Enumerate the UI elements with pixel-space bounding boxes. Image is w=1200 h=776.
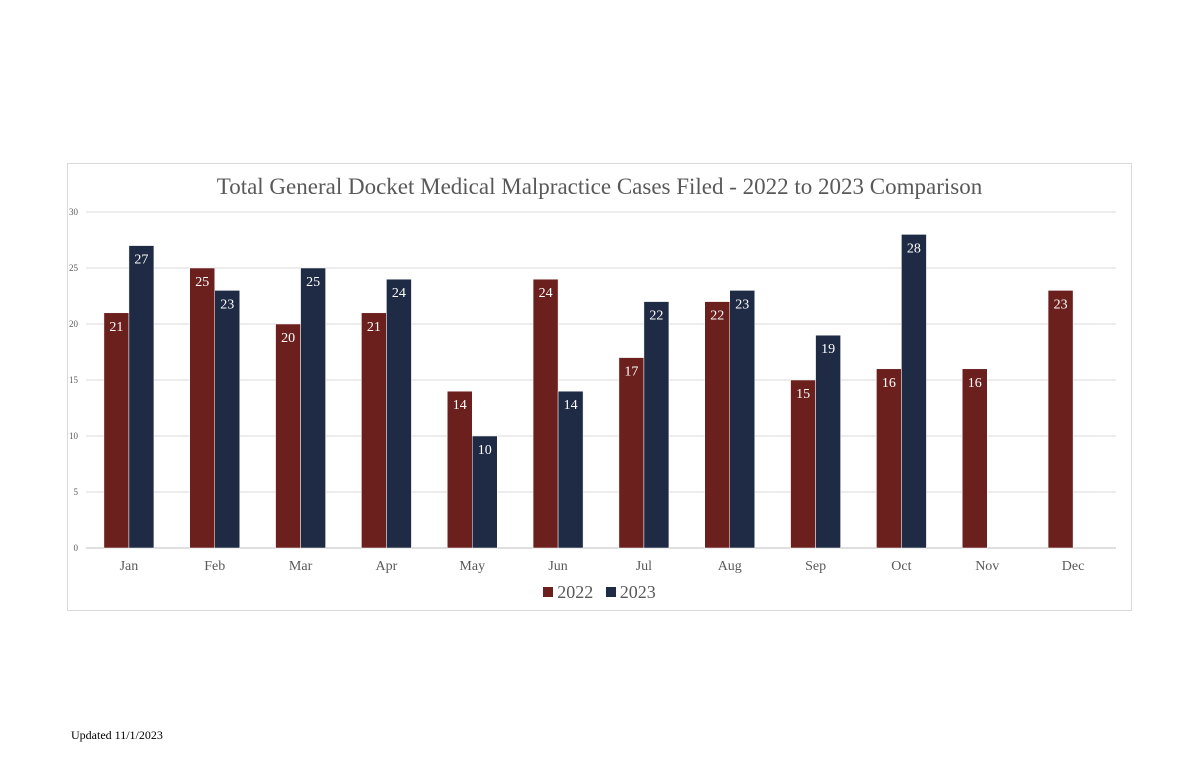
bar-2022-may [447,390,473,549]
updated-note: Updated 11/1/2023 [71,728,163,742]
data-label-2022-feb: 25 [195,275,209,290]
bar-2022-dec [1047,290,1074,549]
data-label-2023-sep: 19 [821,342,835,357]
bar-2023-may [472,435,498,549]
y-tick-label: 30 [69,207,79,217]
data-label-2023-oct: 28 [907,241,921,256]
bar-2022-jan [103,312,130,549]
x-tick-label: Jan [120,559,139,574]
bar-2023-sep [815,334,841,549]
bar-2022-feb [189,267,215,549]
data-label-2023-apr: 24 [392,286,406,301]
bar-2022-aug [704,301,730,549]
x-tick-label: Dec [1062,559,1085,574]
y-tick-label: 25 [69,263,79,273]
y-tick-label: 0 [74,543,79,553]
data-label-2023-jun: 14 [564,398,578,413]
bar-2022-sep [790,379,816,549]
bar-2022-mar [275,323,301,549]
x-tick-label: Mar [289,559,313,574]
chart-container: Total General Docket Medical Malpractice… [67,163,1132,611]
data-label-2022-dec: 23 [1054,297,1068,312]
chart-title: Total General Docket Medical Malpractice… [216,174,983,199]
bar-2023-apr [386,278,412,549]
bar-2023-mar [300,267,326,549]
bar-2023-feb [214,290,240,549]
chart-legend: 2022 2023 [68,582,1131,603]
legend-swatch-2022 [543,587,554,597]
data-label-2022-aug: 22 [710,309,724,324]
bar-2022-jul [618,357,645,549]
y-tick-label: 10 [69,431,79,441]
x-tick-label: Jul [636,559,652,574]
legend-label-2023: 2023 [619,582,656,602]
data-label-2022-sep: 15 [796,387,810,402]
chart-plot: 0 5 10 15 20 25 30 21 27 Jan 25 23 Feb 20 25 Mar 21 24 Apr… [69,207,1116,574]
data-label-2022-oct: 16 [882,376,896,391]
legend-swatch-2023 [605,587,616,597]
x-tick-label: Jun [548,559,567,574]
data-label-2022-apr: 21 [367,320,381,335]
data-label-2023-aug: 23 [735,297,749,312]
bar-2023-jun [557,390,584,549]
x-tick-label: Sep [805,559,826,574]
data-label-2023-may: 10 [478,443,492,458]
legend-item-2023: 2023 [605,582,656,603]
bar-2022-oct [876,368,902,549]
legend-label-2022: 2022 [557,582,594,602]
data-label-2023-mar: 25 [306,275,320,290]
bar-2023-aug [729,290,755,549]
x-tick-label: Feb [204,559,225,574]
data-label-2022-may: 14 [453,398,467,413]
data-label-2022-nov: 16 [968,376,982,391]
bar-2022-jun [532,278,559,549]
x-tick-label: Apr [376,559,398,574]
bar-2022-apr [361,312,387,549]
y-tick-label: 20 [69,319,79,329]
legend-item-2022: 2022 [543,582,593,603]
data-label-2023-jan: 27 [134,253,148,268]
data-label-2022-jun: 24 [539,286,553,301]
bar-2023-oct [901,234,927,549]
x-tick-label: Aug [718,559,742,574]
y-tick-label: 5 [74,487,79,497]
data-label-2023-jul: 22 [649,309,663,324]
bar-2022-nov [962,368,988,549]
bar-2023-jan [128,245,155,549]
data-label-2022-mar: 20 [281,331,295,346]
data-label-2022-jan: 21 [109,320,123,335]
x-tick-label: May [459,559,485,574]
x-tick-label: Nov [975,559,999,574]
y-tick-label: 15 [69,375,79,385]
data-label-2023-feb: 23 [220,297,234,312]
x-tick-label: Oct [891,559,911,574]
bar-2023-jul [643,301,670,549]
data-label-2022-jul: 17 [624,365,638,380]
